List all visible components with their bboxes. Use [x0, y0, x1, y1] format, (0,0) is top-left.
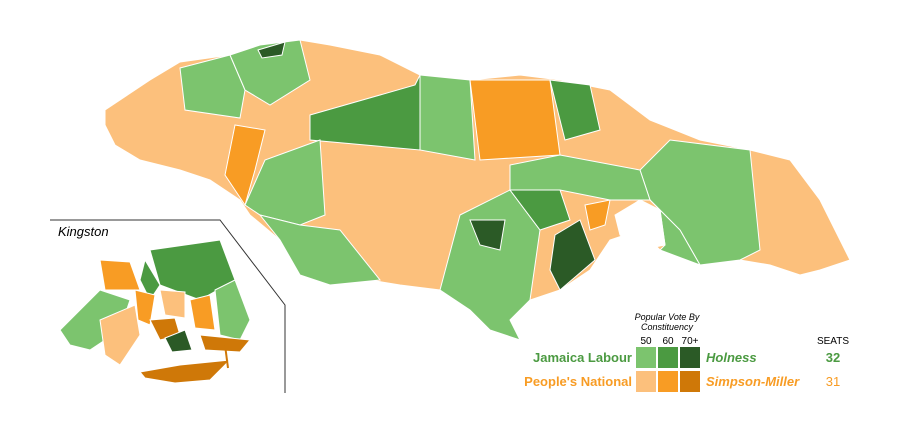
party-leader: Holness	[706, 350, 757, 365]
swatch	[680, 347, 700, 368]
swatch	[636, 371, 656, 392]
swatch	[680, 371, 700, 392]
island	[104, 39, 851, 341]
party-seats: 32	[826, 350, 840, 365]
inset-map	[59, 239, 251, 384]
legend: 50 60 70+ SEATS Jamaica Labour Holness 32 Peopl…	[524, 336, 849, 392]
swatch	[658, 347, 678, 368]
level-label: 50	[640, 336, 652, 347]
inset-frame	[50, 219, 286, 393]
swatch	[636, 347, 656, 368]
legend-title: Popular Vote By Constituency	[634, 312, 700, 332]
swatch	[658, 371, 678, 392]
inset-title: Kingston	[58, 224, 109, 239]
level-label: 60	[662, 336, 674, 347]
party-leader: Simpson-Miller	[706, 374, 800, 389]
seats-header: SEATS	[817, 336, 849, 347]
party-name: People's National	[524, 374, 632, 389]
level-label: 70+	[682, 336, 699, 347]
party-seats: 31	[826, 374, 840, 389]
party-name: Jamaica Labour	[533, 350, 632, 365]
